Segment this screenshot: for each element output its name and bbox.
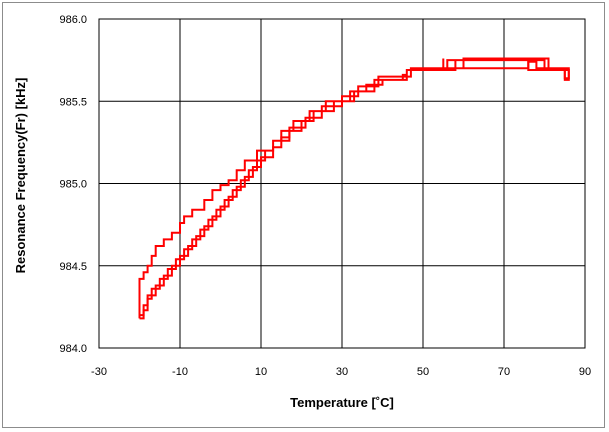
x-tick-label: -10 [172,366,188,378]
line-chart: -30 -10 10 30 50 70 90 984.0 984.5 985.0 985.5 986… [13,14,591,410]
y-tick-label: 984.5 [59,261,87,273]
x-tick-label: 30 [336,366,348,378]
x-axis-ticks: -30 -10 10 30 50 70 90 [91,366,591,378]
y-tick-label: 986.0 [59,14,87,26]
x-tick-label: -30 [91,366,107,378]
x-tick-label: 90 [579,366,591,378]
y-axis-title: Resonance Frequency(Fr) [kHz] [13,78,28,274]
plot-area [98,18,586,349]
series-line-2 [139,57,570,317]
chart-frame: -30 -10 10 30 50 70 90 984.0 984.5 985.0 985.5 986… [2,2,605,428]
series-line-1 [138,59,570,320]
y-tick-label: 985.5 [59,96,87,108]
series-layer [138,57,570,320]
x-axis-title: Temperature [˚C] [290,395,394,410]
x-tick-label: 10 [255,366,267,378]
x-tick-label: 70 [498,366,510,378]
y-tick-label: 984.0 [59,343,87,355]
x-tick-label: 50 [417,366,429,378]
y-axis-ticks: 984.0 984.5 985.0 985.5 986.0 [59,14,87,355]
y-tick-label: 985.0 [59,179,87,191]
